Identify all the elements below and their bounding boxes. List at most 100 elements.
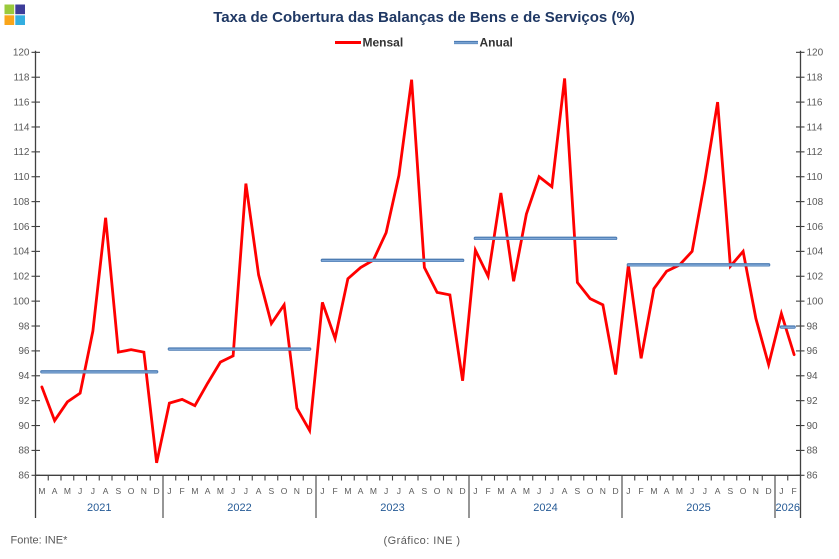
svg-text:S: S bbox=[269, 486, 275, 496]
svg-text:D: D bbox=[766, 486, 772, 496]
svg-text:Mensal: Mensal bbox=[363, 36, 404, 50]
svg-text:A: A bbox=[511, 486, 517, 496]
svg-text:O: O bbox=[587, 486, 594, 496]
svg-text:(Gráfico: INE ): (Gráfico: INE ) bbox=[384, 535, 461, 547]
svg-text:2024: 2024 bbox=[533, 502, 557, 514]
svg-text:M: M bbox=[344, 486, 351, 496]
svg-text:F: F bbox=[486, 486, 491, 496]
svg-text:O: O bbox=[740, 486, 747, 496]
svg-text:J: J bbox=[244, 486, 248, 496]
svg-text:M: M bbox=[676, 486, 683, 496]
svg-text:F: F bbox=[792, 486, 797, 496]
svg-text:M: M bbox=[191, 486, 198, 496]
svg-text:110: 110 bbox=[14, 172, 30, 183]
svg-text:J: J bbox=[78, 486, 82, 496]
svg-text:J: J bbox=[473, 486, 477, 496]
svg-text:A: A bbox=[52, 486, 58, 496]
svg-text:F: F bbox=[333, 486, 338, 496]
svg-text:102: 102 bbox=[807, 272, 824, 283]
svg-text:118: 118 bbox=[807, 73, 823, 84]
svg-text:N: N bbox=[753, 486, 759, 496]
svg-text:110: 110 bbox=[807, 172, 823, 183]
svg-text:2025: 2025 bbox=[686, 502, 710, 514]
svg-text:S: S bbox=[575, 486, 581, 496]
svg-text:J: J bbox=[703, 486, 707, 496]
svg-text:N: N bbox=[600, 486, 606, 496]
svg-text:106: 106 bbox=[13, 222, 30, 233]
svg-text:J: J bbox=[91, 486, 95, 496]
svg-text:M: M bbox=[497, 486, 504, 496]
svg-text:D: D bbox=[460, 486, 466, 496]
svg-text:J: J bbox=[167, 486, 171, 496]
svg-text:98: 98 bbox=[18, 321, 30, 332]
svg-text:J: J bbox=[537, 486, 541, 496]
svg-text:A: A bbox=[205, 486, 211, 496]
svg-text:Taxa de Cobertura das Balanças: Taxa de Cobertura das Balanças de Bens e… bbox=[213, 9, 635, 26]
svg-text:98: 98 bbox=[807, 321, 819, 332]
svg-text:100: 100 bbox=[807, 296, 824, 307]
svg-text:92: 92 bbox=[18, 396, 30, 407]
svg-text:88: 88 bbox=[807, 446, 819, 457]
svg-text:94: 94 bbox=[18, 371, 30, 382]
svg-text:100: 100 bbox=[13, 296, 30, 307]
svg-text:J: J bbox=[779, 486, 783, 496]
svg-text:114: 114 bbox=[14, 122, 30, 133]
svg-text:J: J bbox=[231, 486, 235, 496]
svg-text:D: D bbox=[154, 486, 160, 496]
svg-text:A: A bbox=[409, 486, 415, 496]
svg-text:S: S bbox=[728, 486, 734, 496]
svg-text:92: 92 bbox=[807, 396, 819, 407]
svg-text:2023: 2023 bbox=[380, 502, 404, 514]
svg-text:D: D bbox=[613, 486, 619, 496]
svg-text:F: F bbox=[180, 486, 185, 496]
svg-text:J: J bbox=[320, 486, 324, 496]
svg-text:F: F bbox=[639, 486, 644, 496]
svg-text:Anual: Anual bbox=[480, 36, 513, 50]
svg-text:J: J bbox=[690, 486, 694, 496]
svg-text:M: M bbox=[64, 486, 71, 496]
svg-text:112: 112 bbox=[807, 147, 823, 158]
svg-text:90: 90 bbox=[807, 421, 819, 432]
svg-text:112: 112 bbox=[14, 147, 30, 158]
svg-text:A: A bbox=[562, 486, 568, 496]
svg-text:N: N bbox=[141, 486, 147, 496]
svg-text:N: N bbox=[294, 486, 300, 496]
svg-text:120: 120 bbox=[807, 48, 824, 59]
svg-text:O: O bbox=[281, 486, 288, 496]
svg-text:Fonte: INE*: Fonte: INE* bbox=[11, 535, 69, 547]
svg-text:86: 86 bbox=[807, 471, 819, 482]
svg-text:2026: 2026 bbox=[776, 502, 800, 514]
svg-text:120: 120 bbox=[13, 48, 30, 59]
svg-text:2022: 2022 bbox=[227, 502, 251, 514]
svg-text:108: 108 bbox=[807, 197, 824, 208]
svg-text:A: A bbox=[358, 486, 364, 496]
svg-text:M: M bbox=[523, 486, 530, 496]
svg-text:O: O bbox=[434, 486, 441, 496]
svg-text:J: J bbox=[550, 486, 554, 496]
svg-text:O: O bbox=[128, 486, 135, 496]
svg-text:D: D bbox=[307, 486, 313, 496]
svg-text:116: 116 bbox=[14, 97, 30, 108]
svg-text:J: J bbox=[397, 486, 401, 496]
svg-text:94: 94 bbox=[807, 371, 819, 382]
svg-text:106: 106 bbox=[807, 222, 824, 233]
svg-text:A: A bbox=[664, 486, 670, 496]
svg-text:M: M bbox=[650, 486, 657, 496]
svg-text:104: 104 bbox=[13, 247, 30, 258]
svg-text:96: 96 bbox=[807, 346, 819, 357]
svg-text:S: S bbox=[116, 486, 122, 496]
svg-text:N: N bbox=[447, 486, 453, 496]
svg-text:M: M bbox=[370, 486, 377, 496]
svg-text:M: M bbox=[217, 486, 224, 496]
svg-text:114: 114 bbox=[807, 122, 823, 133]
svg-text:A: A bbox=[715, 486, 721, 496]
svg-text:108: 108 bbox=[13, 197, 30, 208]
svg-text:90: 90 bbox=[18, 421, 30, 432]
svg-text:A: A bbox=[103, 486, 109, 496]
svg-text:A: A bbox=[256, 486, 262, 496]
svg-text:116: 116 bbox=[807, 97, 823, 108]
svg-text:J: J bbox=[384, 486, 388, 496]
svg-text:86: 86 bbox=[18, 471, 30, 482]
svg-text:118: 118 bbox=[14, 73, 30, 84]
svg-text:104: 104 bbox=[807, 247, 824, 258]
